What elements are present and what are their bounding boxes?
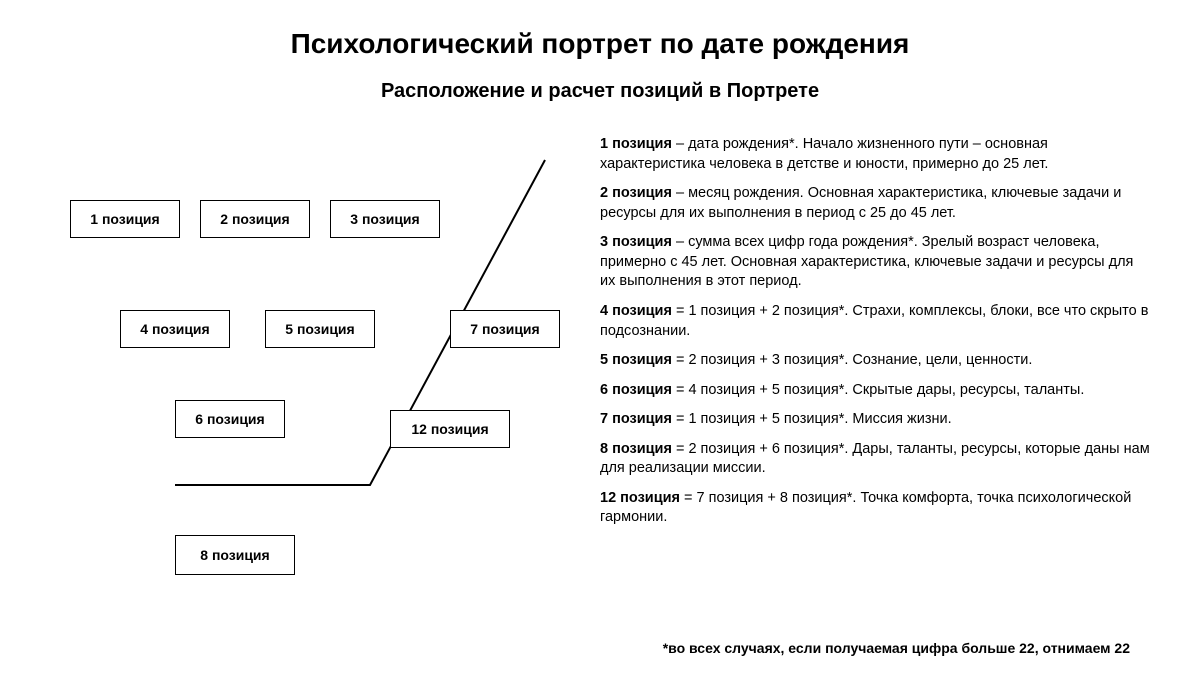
description-separator: = [672,303,689,319]
description-row: 6 позиция = 4 позиция + 5 позиция*. Скры… [600,381,1150,401]
position-box-pos1: 1 позиция [70,200,180,238]
position-box-label: 4 позиция [140,321,209,337]
position-box-pos7: 7 позиция [450,310,560,348]
description-text: 1 позиция + 5 позиция*. Миссия жизни. [688,411,951,427]
description-separator: = [680,490,697,506]
position-box-label: 3 позиция [350,211,419,227]
position-box-label: 6 позиция [195,411,264,427]
description-separator: – [672,234,688,250]
description-text: 2 позиция + 3 позиция*. Сознание, цели, … [688,352,1032,368]
position-box-pos4: 4 позиция [120,310,230,348]
description-row: 7 позиция = 1 позиция + 5 позиция*. Мисс… [600,410,1150,430]
description-label: 5 позиция [600,352,672,368]
page: Психологический портрет по дате рождения… [0,0,1200,680]
position-box-label: 12 позиция [411,421,488,437]
position-box-label: 5 позиция [285,321,354,337]
page-subtitle: Расположение и расчет позиций в Портрете [0,80,1200,103]
description-label: 4 позиция [600,303,672,319]
description-row: 5 позиция = 2 позиция + 3 позиция*. Созн… [600,351,1150,371]
description-row: 4 позиция = 1 позиция + 2 позиция*. Стра… [600,302,1150,341]
description-separator: = [672,382,689,398]
position-box-pos12: 12 позиция [390,410,510,448]
description-row: 2 позиция – месяц рождения. Основная хар… [600,184,1150,223]
position-box-label: 7 позиция [470,321,539,337]
position-box-pos3: 3 позиция [330,200,440,238]
footnote: *во всех случаях, если получаемая цифра … [663,640,1130,656]
positions-diagram: 1 позиция 2 позиция 3 позиция 4 позиция 5 по… [60,150,580,610]
description-label: 8 позиция [600,441,672,457]
position-box-label: 2 позиция [220,211,289,227]
description-separator: = [672,352,689,368]
description-row: 8 позиция = 2 позиция + 6 позиция*. Дары… [600,440,1150,479]
description-row: 3 позиция – сумма всех цифр года рождени… [600,233,1150,292]
page-title: Психологический портрет по дате рождения [0,28,1200,60]
description-row: 1 позиция – дата рождения*. Начало жизне… [600,135,1150,174]
description-row: 12 позиция = 7 позиция + 8 позиция*. Точ… [600,489,1150,528]
position-box-pos8: 8 позиция [175,535,295,575]
position-box-pos2: 2 позиция [200,200,310,238]
description-label: 7 позиция [600,411,672,427]
description-separator: = [672,441,689,457]
position-box-pos6: 6 позиция [175,400,285,438]
description-label: 1 позиция [600,136,672,152]
description-text: 4 позиция + 5 позиция*. Скрытые дары, ре… [688,382,1084,398]
description-separator: – [672,185,688,201]
description-separator: – [672,136,688,152]
description-label: 2 позиция [600,185,672,201]
description-label: 6 позиция [600,382,672,398]
position-box-label: 8 позиция [200,547,269,563]
description-label: 3 позиция [600,234,672,250]
description-label: 12 позиция [600,490,680,506]
position-box-pos5: 5 позиция [265,310,375,348]
position-box-label: 1 позиция [90,211,159,227]
descriptions-list: 1 позиция – дата рождения*. Начало жизне… [600,135,1150,538]
description-separator: = [672,411,689,427]
